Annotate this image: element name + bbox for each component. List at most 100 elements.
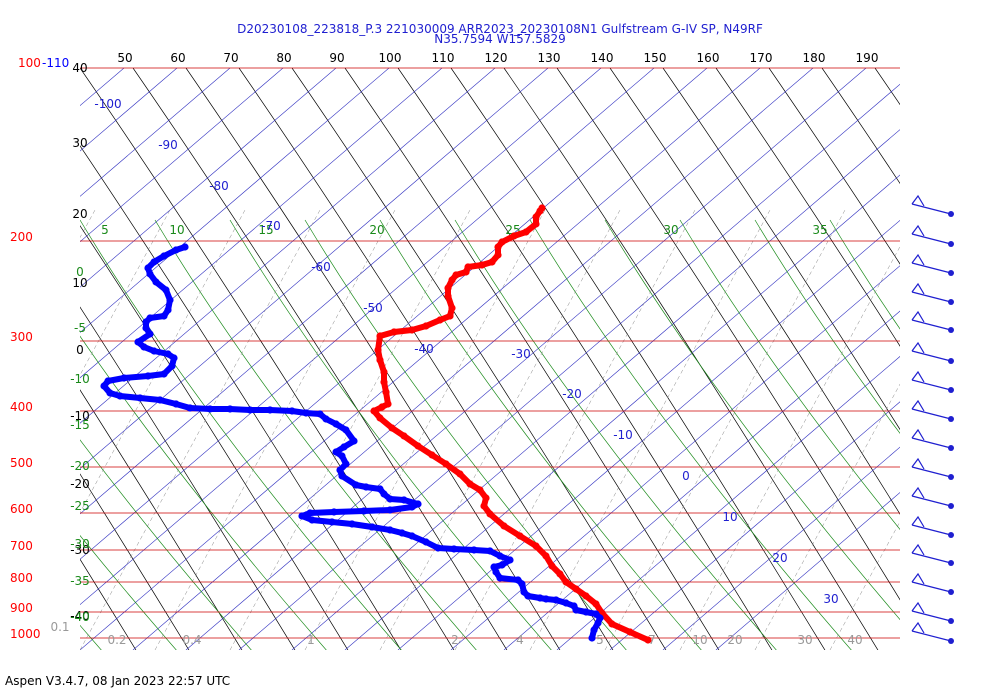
wind-barb-staff bbox=[911, 408, 952, 420]
temperature-point bbox=[400, 432, 408, 440]
dewpoint-point bbox=[506, 556, 514, 564]
pressure-label: -110 bbox=[42, 56, 69, 70]
left-axis-label: 10 bbox=[72, 276, 87, 290]
green-top-label: 35 bbox=[812, 223, 827, 237]
top-axis-label: 90 bbox=[329, 51, 344, 65]
temperature-point bbox=[444, 284, 452, 292]
green-left-label: -30 bbox=[70, 537, 90, 551]
temperature-point bbox=[448, 276, 456, 284]
dewpoint-point bbox=[266, 406, 274, 414]
bottom-axis-label: 0.4 bbox=[182, 633, 201, 647]
bottom-axis-label: 40 bbox=[847, 633, 862, 647]
dewpoint-point bbox=[328, 518, 336, 526]
left-axis-label: 20 bbox=[72, 207, 87, 221]
temperature-point bbox=[378, 403, 386, 411]
moist-adiabat-line bbox=[829, 219, 900, 330]
dewpoint-point bbox=[146, 270, 154, 278]
wind-barb-staff bbox=[911, 262, 952, 274]
pressure-label: 600 bbox=[10, 502, 33, 516]
dewpoint-point bbox=[136, 394, 144, 402]
dewpoint-point bbox=[386, 526, 394, 534]
bottom-axis-label: 2 bbox=[451, 633, 459, 647]
temperature-point bbox=[452, 271, 460, 279]
wind-barb-flag bbox=[911, 310, 925, 323]
isotherm-line bbox=[80, 68, 496, 424]
moist-adiabat-line bbox=[754, 219, 900, 434]
temperature-point bbox=[408, 326, 416, 334]
temperature-point bbox=[384, 400, 392, 408]
temperature-point bbox=[548, 562, 556, 570]
isotherm-line bbox=[80, 68, 549, 469]
dewpoint-point bbox=[376, 485, 384, 493]
dewpoint-point bbox=[590, 626, 598, 634]
isotherm-line bbox=[556, 356, 900, 650]
wind-barb-staff bbox=[911, 630, 952, 642]
temperature-point bbox=[572, 585, 580, 593]
temperature-point bbox=[486, 510, 494, 518]
wind-barb-staff bbox=[911, 437, 952, 449]
bottom-axis-label: 4 bbox=[516, 633, 524, 647]
temperature-point bbox=[532, 213, 540, 221]
dewpoint-point bbox=[350, 437, 358, 445]
blue-isotherm-label: -90 bbox=[158, 138, 178, 152]
temperature-point bbox=[532, 220, 540, 228]
blue-isotherm-label: 10 bbox=[722, 510, 737, 524]
temperature-point bbox=[532, 542, 540, 550]
isotherm-line bbox=[80, 68, 284, 243]
dewpoint-point bbox=[302, 409, 310, 417]
wind-barb-dot bbox=[948, 589, 954, 595]
wind-barb-flag bbox=[911, 457, 925, 470]
wind-barb-dot bbox=[948, 241, 954, 247]
wind-barb-dot bbox=[948, 560, 954, 566]
green-left-label: -5 bbox=[74, 321, 86, 335]
dewpoint-point bbox=[160, 312, 168, 320]
top-axis-label: 190 bbox=[856, 51, 879, 65]
adiabat-line bbox=[768, 68, 900, 265]
dewpoint-point bbox=[496, 574, 504, 582]
dewpoint-point bbox=[490, 563, 498, 571]
dewpoint-point bbox=[120, 374, 128, 382]
blue-isotherm-label: -80 bbox=[209, 179, 229, 193]
temperature-point bbox=[556, 570, 564, 578]
wind-barb-flag bbox=[911, 621, 925, 634]
wind-barb-staff bbox=[911, 581, 952, 593]
dewpoint-point bbox=[498, 561, 506, 569]
temperature-point bbox=[538, 204, 546, 212]
dewpoint-point bbox=[408, 503, 416, 511]
dewpoint-point bbox=[536, 594, 544, 602]
bottom-axis-label: 7 bbox=[648, 633, 656, 647]
wind-barb-staff bbox=[911, 610, 952, 622]
dewpoint-point bbox=[166, 296, 174, 304]
dewpoint-point bbox=[368, 523, 376, 531]
moist-adiabat-line bbox=[229, 219, 552, 650]
green-top-label: 10 bbox=[169, 223, 184, 237]
isotherm-line bbox=[132, 68, 814, 650]
dewpoint-point bbox=[514, 576, 522, 584]
wind-barb-dot bbox=[948, 618, 954, 624]
dewpoint-point bbox=[342, 460, 350, 468]
moist-adiabat-line bbox=[679, 219, 900, 530]
sounding-trace-group bbox=[100, 204, 652, 644]
dewpoint-point bbox=[160, 370, 168, 378]
wind-barb-flag bbox=[911, 341, 925, 354]
temperature-point bbox=[422, 322, 430, 330]
dewpoint-point bbox=[360, 507, 368, 515]
isotherm-line bbox=[80, 68, 231, 197]
dewpoint-point bbox=[520, 588, 528, 596]
adiabat-line bbox=[80, 389, 243, 650]
adiabat-line bbox=[397, 68, 773, 650]
bottom-axis-label: 5 bbox=[596, 633, 604, 647]
isotherm-line bbox=[503, 310, 900, 650]
isotherm-line bbox=[609, 401, 900, 650]
wind-barb-flag bbox=[911, 543, 925, 556]
temperature-point bbox=[374, 346, 382, 354]
dewpoint-point bbox=[408, 532, 416, 540]
green-left-label: -10 bbox=[70, 372, 90, 386]
dewpoint-point bbox=[486, 547, 494, 555]
wind-barb-staff bbox=[911, 495, 952, 507]
adiabat-line bbox=[821, 68, 900, 184]
dewpoint-point bbox=[386, 495, 394, 503]
dewpoint-point bbox=[592, 610, 600, 618]
dewpoint-point bbox=[150, 258, 158, 266]
